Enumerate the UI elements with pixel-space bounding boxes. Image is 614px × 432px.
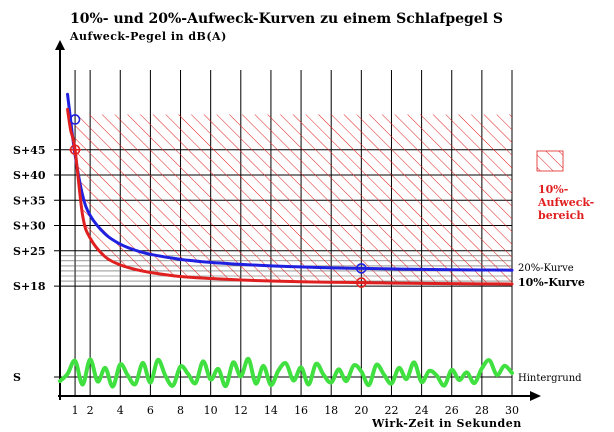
x-tick-label-1: 1 [72,404,79,417]
x-tick-label-22: 22 [384,404,398,417]
y-tick-label-S+35: S+35 [13,194,45,207]
x-tick-label-18: 18 [324,404,338,417]
y-tick-label-S: S [13,371,21,384]
wake-up-region [75,114,513,285]
y-tick-label-S+30: S+30 [13,220,46,233]
series-layer [58,92,514,389]
x-axis-label: Wirk-Zeit in Sekunden [371,417,522,430]
x-tick-label-24: 24 [415,404,429,417]
x-tick-label-6: 6 [147,404,154,417]
x-tick-label-12: 12 [234,404,248,417]
marker-1 [356,263,367,274]
legend-region-swatch [536,150,564,172]
tick-labels: 1 2 4 6 8 10 12 14 16 18 20 22 24 26 28 30SS+18S+25S+30… [13,144,519,417]
y-axis-label: Aufweck-Pegel in dB(A) [69,30,227,43]
x-tick-label-28: 28 [475,404,489,417]
legend-region-label-line-3: bereich [538,209,584,222]
label-10-curve: 10%-Kurve [518,276,585,289]
axes [55,40,541,401]
x-tick-label-20: 20 [354,404,368,417]
y-axis-arrow [55,40,65,50]
x-tick-label-30: 30 [505,404,519,417]
label-20-curve: 20%-Kurve [518,263,574,274]
x-tick-label-10: 10 [204,404,218,417]
marker-0 [69,114,81,125]
series-10-kurve [66,107,514,286]
x-axis-arrow [530,391,541,401]
x-tick-label-8: 8 [177,404,184,417]
y-tick-label-S+45: S+45 [13,144,45,157]
y-tick-label-S+18: S+18 [13,280,46,293]
x-tick-label-16: 16 [294,404,308,417]
label-background: Hintergrund [518,373,582,384]
x-tick-label-4: 4 [117,404,124,417]
y-tick-label-S+40: S+40 [13,169,46,182]
legend-region-label-line-1: 10%- [538,183,568,196]
y-tick-label-S+25: S+25 [13,245,45,258]
marker-layer [69,114,368,288]
series-20-kurve [66,92,514,272]
x-tick-label-14: 14 [264,404,278,417]
chart-title: 10%- und 20%-Aufweck-Kurven zu einem Sch… [70,11,503,27]
legend-region-label-line-2: Aufweck- [537,196,594,209]
x-tick-label-26: 26 [445,404,459,417]
series-hintergrund [58,356,514,389]
x-tick-label-2: 2 [87,404,94,417]
